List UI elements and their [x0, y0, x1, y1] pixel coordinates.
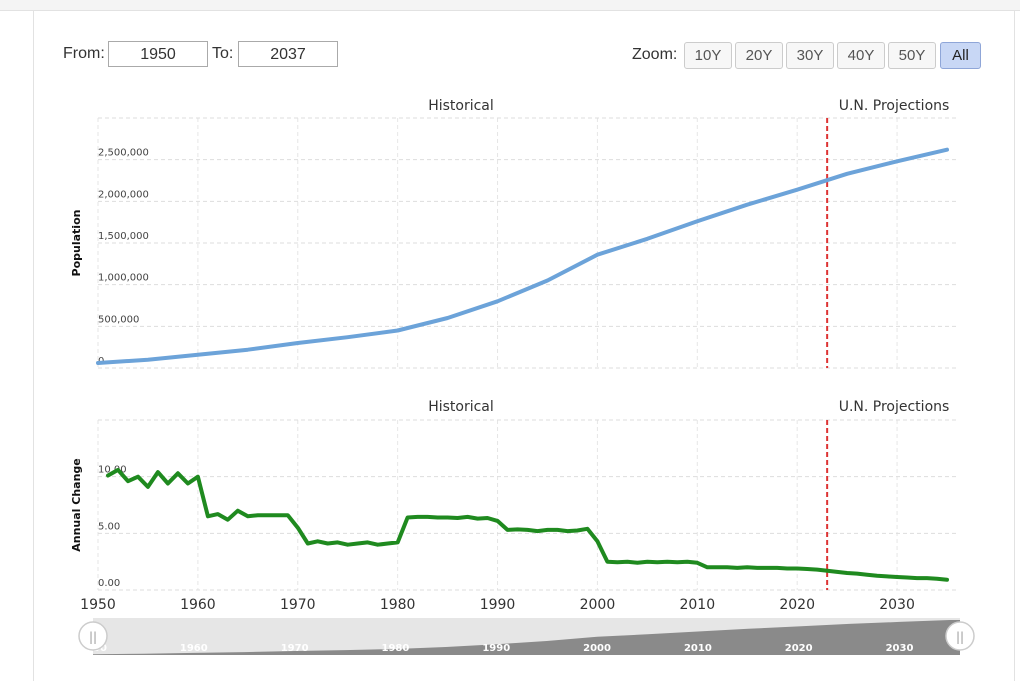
- series-line: [106, 467, 949, 582]
- navigator-tick-label: 2010: [684, 643, 712, 654]
- chart-panel-population: 0500,0001,000,0001,500,0002,000,0002,500…: [70, 98, 957, 369]
- y-tick-label: 1,500,000: [98, 231, 149, 242]
- zoom-10y-button[interactable]: 10Y: [684, 42, 732, 69]
- y-tick-label: 5.00: [98, 521, 120, 532]
- navigator-right-grip: ||: [956, 630, 964, 644]
- x-tick-label: 2010: [679, 597, 715, 613]
- y-axis-label: Population: [70, 210, 83, 277]
- series-line: [96, 147, 949, 365]
- navigator-series: [93, 620, 960, 655]
- y-tick-label: 500,000: [98, 314, 139, 325]
- to-input[interactable]: 2037: [238, 41, 338, 67]
- x-tick-label: 2020: [779, 597, 815, 613]
- navigator-tick-label: 2000: [583, 643, 611, 654]
- x-tick-label: 1960: [180, 597, 216, 613]
- navigator-left-handle[interactable]: ||: [78, 621, 108, 651]
- x-tick-label: 1990: [480, 597, 516, 613]
- y-tick-label: 2,000,000: [98, 189, 149, 200]
- x-tick-label: 1950: [80, 597, 116, 613]
- chart-container: [33, 10, 1015, 681]
- navigator-tick-label: 2030: [886, 643, 914, 654]
- navigator-tick-label: 2020: [785, 643, 813, 654]
- x-tick-label: 2000: [580, 597, 616, 613]
- projections-label: U.N. Projections: [839, 98, 950, 114]
- chart-panel-annual-change: 0.00 5.00 10.00 Annual Change Historical U.N.…: [70, 399, 957, 613]
- y-tick-label: 10.00: [98, 465, 127, 476]
- navigator-tick-label: 1990: [482, 643, 510, 654]
- x-tick-label: 1980: [380, 597, 416, 613]
- navigator-area: [93, 620, 960, 655]
- navigator-tick-label: 1960: [180, 643, 208, 654]
- y-tick-label: 1,000,000: [98, 273, 149, 284]
- x-tick-label: 1970: [280, 597, 316, 613]
- navigator-tick-label: 1970: [281, 643, 309, 654]
- historical-label: Historical: [428, 399, 494, 415]
- to-label: To:: [212, 45, 234, 62]
- zoom-20y-button[interactable]: 20Y: [735, 42, 783, 69]
- navigator-right-handle[interactable]: ||: [945, 621, 975, 651]
- y-tick-label: 0.00: [98, 578, 120, 589]
- zoom-40y-button[interactable]: 40Y: [837, 42, 885, 69]
- historical-label: Historical: [428, 98, 494, 114]
- navigator-left-grip: ||: [89, 630, 97, 644]
- from-label: From:: [63, 45, 105, 62]
- navigator-tick-label: 1980: [382, 643, 410, 654]
- from-input[interactable]: 1950: [108, 41, 208, 67]
- zoom-all-button[interactable]: All: [940, 42, 981, 69]
- y-axis-label: Annual Change: [70, 458, 83, 552]
- zoom-30y-button[interactable]: 30Y: [786, 42, 834, 69]
- projections-label: U.N. Projections: [839, 399, 950, 415]
- zoom-50y-button[interactable]: 50Y: [888, 42, 936, 69]
- x-tick-label: 2030: [879, 597, 915, 613]
- y-tick-label: 2,500,000: [98, 148, 149, 159]
- zoom-label: Zoom:: [632, 46, 678, 63]
